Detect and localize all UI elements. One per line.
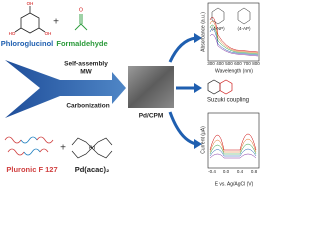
x-tick-label: 400: [216, 61, 224, 66]
plus: +: [53, 17, 59, 28]
x-tick-label: 0.0: [223, 169, 230, 174]
y-axis-label: Absorbance (a.u.): [200, 12, 206, 52]
oh-label: OH: [45, 31, 52, 36]
formaldehyde-structure: [74, 14, 88, 31]
x-axis-label: E vs. Ag/AgCl (V): [215, 181, 254, 187]
x-tick-label: -0.4: [208, 169, 216, 174]
x-tick-label: 700: [243, 61, 251, 66]
species-label: (4-NP): [211, 26, 225, 31]
product-label: Pd/CPM: [139, 113, 164, 120]
x-tick-label: 0.8: [251, 169, 258, 174]
phloroglucinol-structure: [14, 6, 46, 34]
arrow: [168, 36, 197, 63]
pd-acac-structure: [71, 137, 113, 159]
pd-precursor-label: Pd(acac)₂: [75, 165, 110, 174]
x-tick-label: 600: [234, 61, 242, 66]
arrow: [168, 111, 197, 146]
arrow-head: [194, 139, 202, 149]
step-label: Self-assembly: [64, 61, 108, 68]
arrow-head: [194, 83, 202, 93]
y-axis-label: Current (μA): [200, 126, 206, 154]
application-label: Suzuki coupling: [207, 98, 249, 104]
x-tick-label: 300: [207, 61, 215, 66]
plus: +: [60, 143, 66, 154]
species-label: (4-AP): [237, 26, 251, 31]
biphenyl: [207, 79, 233, 95]
molecule: [237, 7, 251, 25]
x-tick-label: 500: [225, 61, 233, 66]
pluronic-label: Pluronic F 127: [6, 165, 57, 174]
x-ticks: 300 400 500 600 700 800: [207, 61, 260, 66]
cv-curves: [209, 133, 257, 159]
graphical-abstract: OH HO OH Phloroglucinol + O Formaldehyde…: [1, 1, 260, 187]
o-label: O: [79, 7, 83, 13]
oh-label: OH: [27, 1, 34, 6]
spectra: [209, 16, 259, 57]
tem-image: [128, 66, 174, 108]
pd-atom: Pd: [89, 145, 95, 151]
x-tick-label: 800: [252, 61, 260, 66]
x-axis-label: Wavelength (nm): [215, 68, 253, 74]
x-ticks: -0.4 0.0 0.4 0.8: [208, 169, 258, 174]
oh-label: HO: [9, 31, 16, 36]
x-tick-label: 0.4: [237, 169, 244, 174]
formaldehyde-label: Formaldehyde: [56, 39, 107, 48]
process-arrow: [5, 60, 126, 118]
phloroglucinol-label: Phloroglucinol: [1, 39, 54, 48]
pluronic-structure: [4, 136, 54, 156]
step-label: Carbonization: [66, 103, 109, 110]
molecule: [211, 7, 225, 25]
arrow-head: [194, 33, 202, 43]
step-label: MW: [80, 69, 92, 76]
